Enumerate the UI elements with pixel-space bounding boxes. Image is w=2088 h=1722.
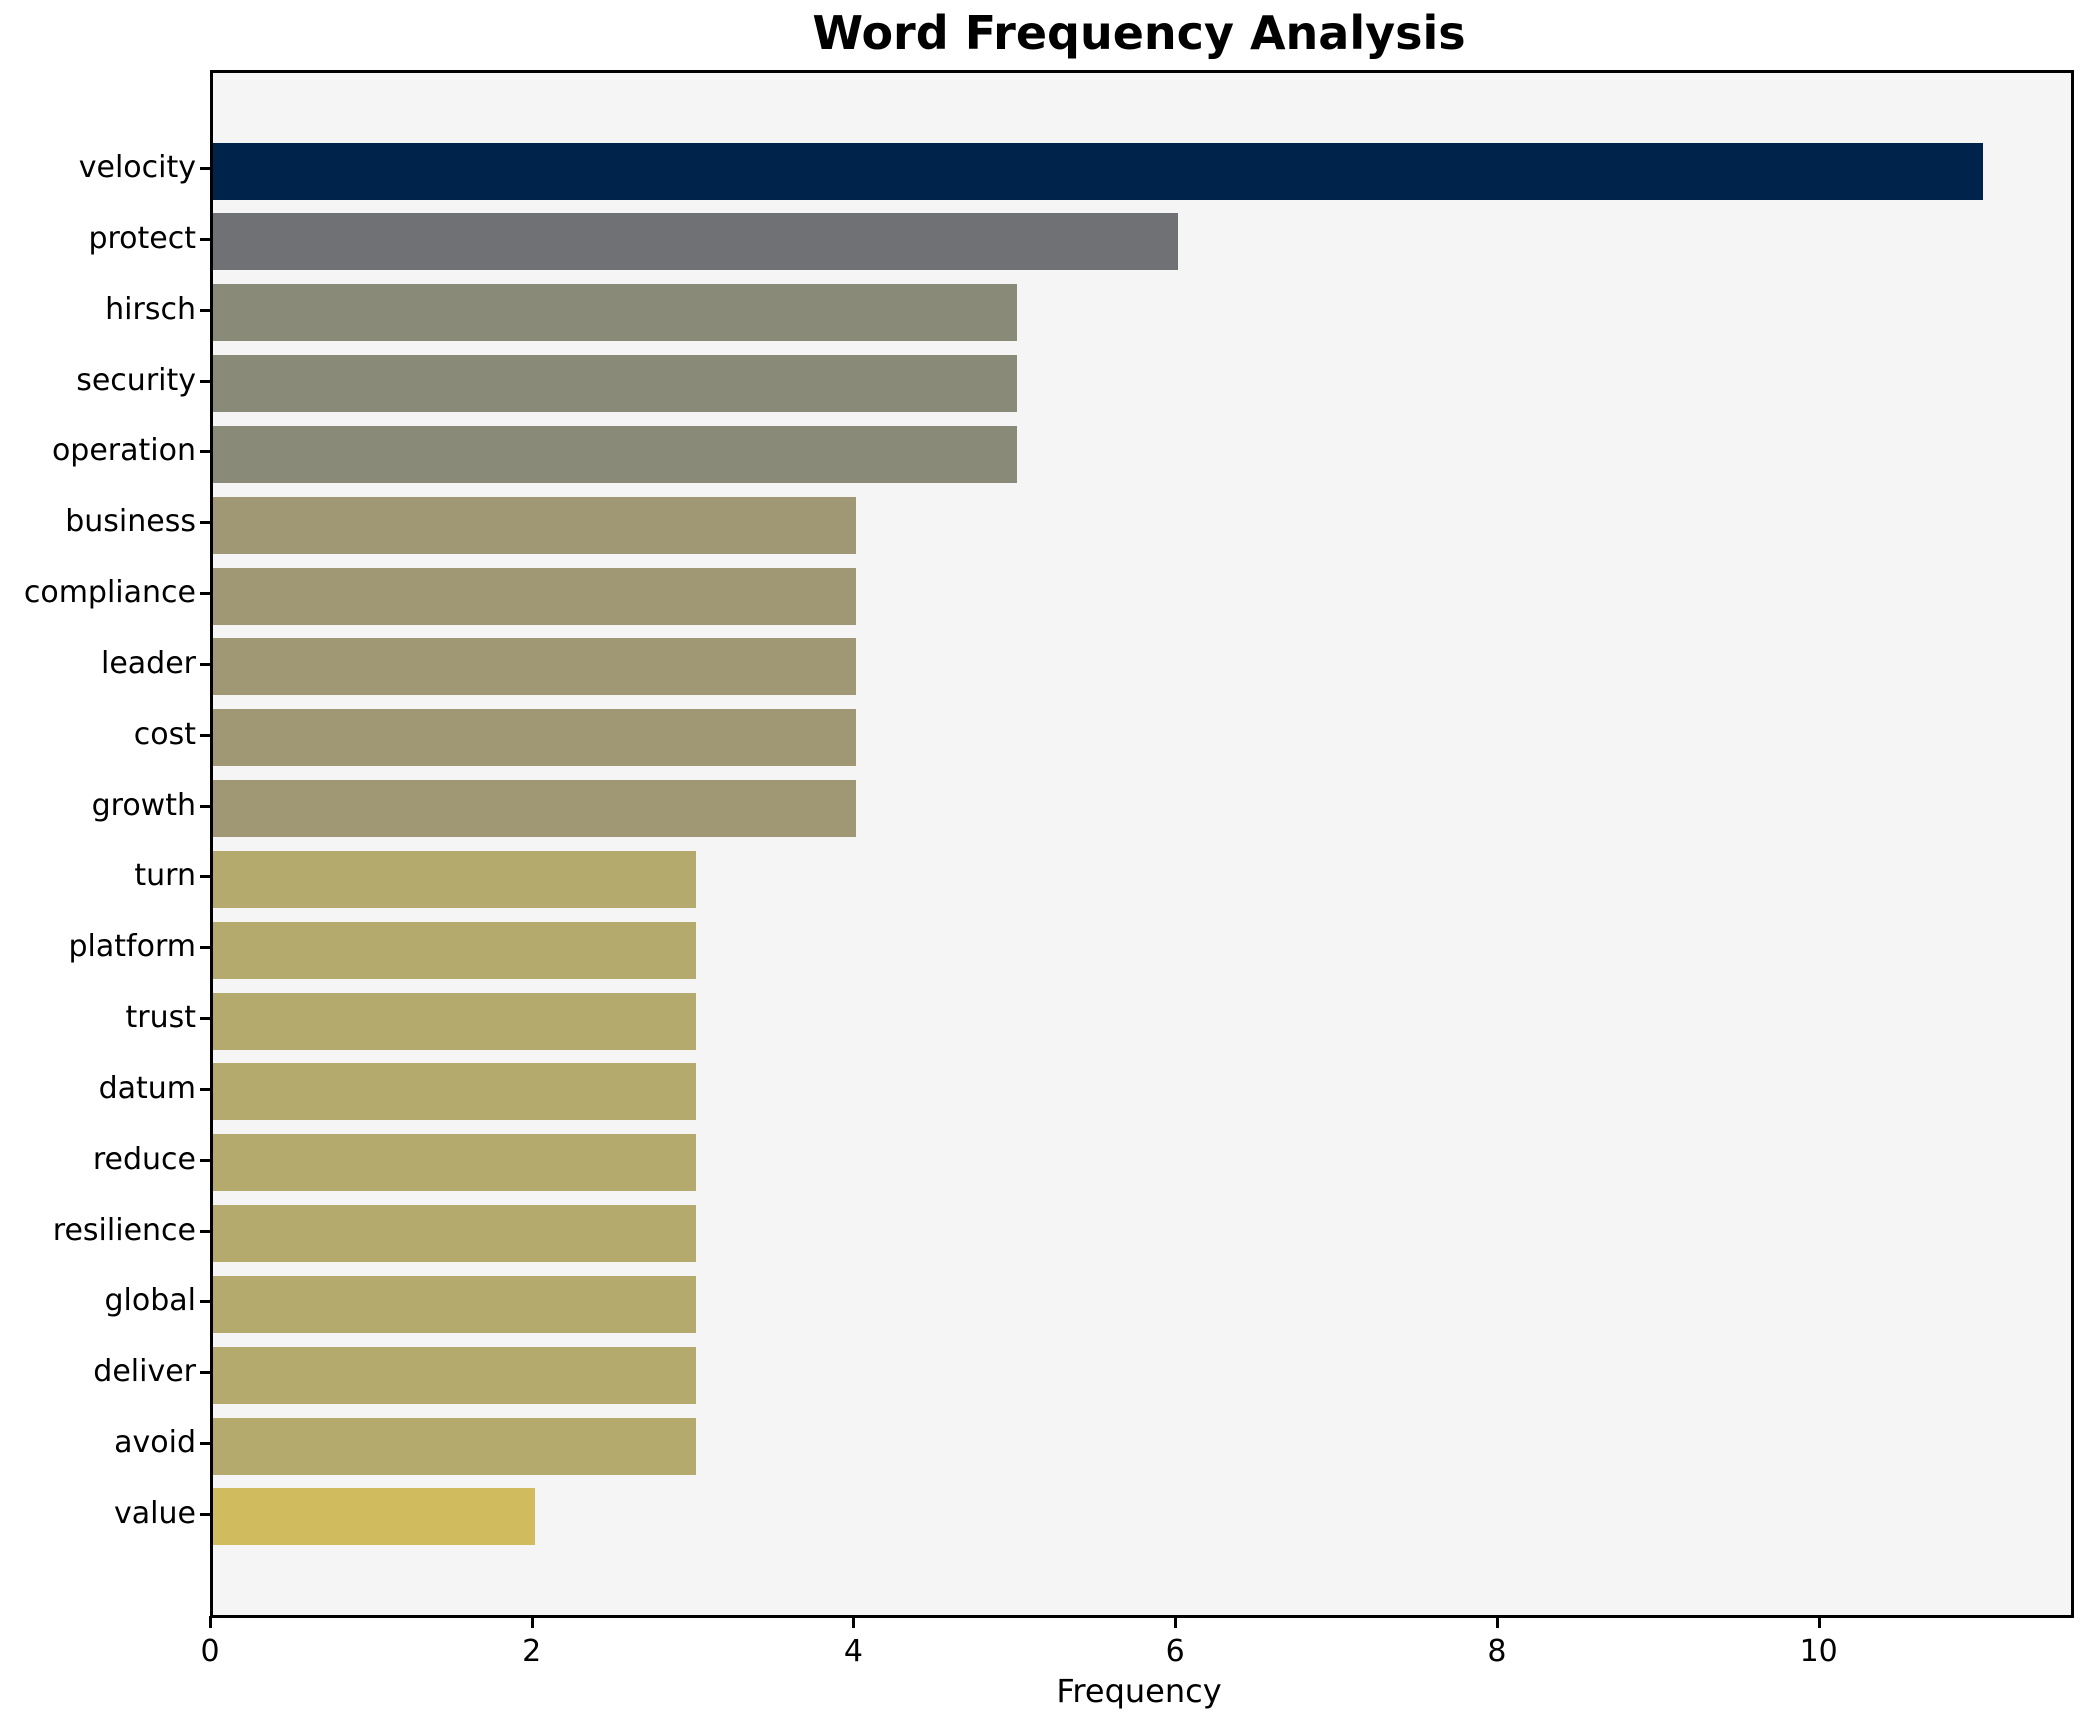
bar-datum <box>213 1063 696 1121</box>
bar-resilience <box>213 1205 696 1263</box>
y-tick-mark <box>200 1442 210 1446</box>
bar-leader <box>213 638 857 696</box>
bar-business <box>213 496 857 554</box>
y-tick-label-protect: protect <box>88 220 196 256</box>
bar-security <box>213 355 1018 413</box>
x-tick-mark <box>209 1616 212 1628</box>
bar-turn <box>213 850 696 908</box>
y-tick-label-deliver: deliver <box>93 1354 196 1390</box>
x-tick-label-2: 2 <box>522 1634 542 1669</box>
y-tick-mark <box>200 521 210 525</box>
x-tick-label-10: 10 <box>1799 1634 1838 1669</box>
y-tick-label-growth: growth <box>91 787 196 823</box>
y-tick-label-operation: operation <box>51 433 196 469</box>
y-tick-label-resilience: resilience <box>52 1212 196 1248</box>
y-tick-mark <box>200 450 210 454</box>
y-tick-label-value: value <box>114 1495 196 1531</box>
y-tick-mark <box>200 1017 210 1021</box>
x-tick-label-4: 4 <box>843 1634 863 1669</box>
y-tick-label-velocity: velocity <box>78 150 196 185</box>
x-tick-mark <box>1495 1616 1499 1628</box>
x-tick-label-0: 0 <box>200 1634 220 1669</box>
x-tick-mark <box>1817 1616 1821 1628</box>
x-axis-label: Frequency <box>1056 1672 1222 1710</box>
y-tick-label-reduce: reduce <box>92 1141 196 1177</box>
y-tick-mark <box>200 662 210 666</box>
bar-platform <box>213 921 696 979</box>
y-tick-mark <box>200 379 210 383</box>
y-tick-label-platform: platform <box>68 929 196 965</box>
bar-global <box>213 1275 696 1333</box>
bar-reduce <box>213 1134 696 1192</box>
bar-avoid <box>213 1417 696 1475</box>
y-tick-label-datum: datum <box>98 1070 196 1106</box>
bar-operation <box>213 425 1018 483</box>
plot-area <box>210 70 2074 1618</box>
x-tick-mark <box>530 1616 534 1628</box>
y-tick-label-trust: trust <box>125 1000 196 1036</box>
y-tick-mark <box>200 308 210 312</box>
y-tick-mark <box>200 237 210 241</box>
y-tick-mark <box>200 946 210 950</box>
y-tick-mark <box>200 1158 210 1162</box>
y-tick-mark <box>200 804 210 808</box>
y-tick-mark <box>200 1229 210 1233</box>
y-tick-label-security: security <box>76 362 196 398</box>
bar-value <box>213 1488 535 1546</box>
x-tick-label-8: 8 <box>1487 1634 1507 1669</box>
bar-velocity <box>213 142 1983 200</box>
y-tick-label-turn: turn <box>134 858 196 894</box>
x-tick-label-6: 6 <box>1165 1634 1185 1669</box>
y-tick-mark <box>200 1371 210 1375</box>
y-tick-label-cost: cost <box>133 716 196 752</box>
y-tick-label-leader: leader <box>100 645 196 681</box>
bar-protect <box>213 213 1179 271</box>
y-tick-mark <box>200 1300 210 1304</box>
bar-hirsch <box>213 284 1018 342</box>
y-tick-mark <box>200 1087 210 1091</box>
bar-trust <box>213 992 696 1050</box>
y-tick-label-hirsch: hirsch <box>105 291 196 327</box>
x-tick-mark <box>852 1616 856 1628</box>
y-tick-label-business: business <box>65 504 196 540</box>
bar-deliver <box>213 1346 696 1404</box>
chart-title: Word Frequency Analysis <box>812 6 1466 60</box>
y-tick-mark <box>200 875 210 879</box>
x-tick-mark <box>1174 1616 1178 1628</box>
y-tick-label-global: global <box>104 1283 197 1319</box>
y-tick-mark <box>200 167 210 170</box>
y-tick-mark <box>200 1512 210 1516</box>
y-tick-mark <box>200 592 210 596</box>
bar-cost <box>213 709 857 767</box>
y-tick-label-avoid: avoid <box>114 1425 196 1461</box>
y-tick-label-compliance: compliance <box>23 575 196 611</box>
bar-compliance <box>213 567 857 625</box>
y-tick-mark <box>200 733 210 737</box>
bar-growth <box>213 780 857 838</box>
